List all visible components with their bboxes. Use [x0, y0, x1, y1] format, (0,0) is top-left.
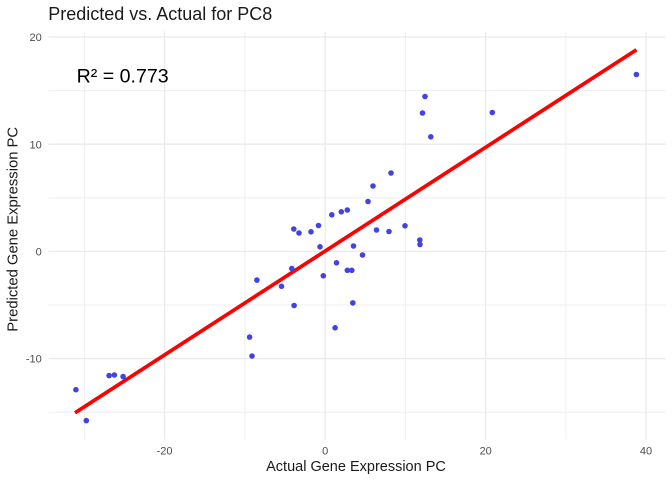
- svg-text:Predicted Gene Expression PC: Predicted Gene Expression PC: [6, 127, 22, 332]
- svg-text:R² = 0.773: R² = 0.773: [77, 66, 169, 88]
- svg-text:10: 10: [30, 140, 42, 152]
- svg-text:20: 20: [480, 445, 492, 457]
- svg-text:Actual Gene Expression PC: Actual Gene Expression PC: [266, 459, 446, 475]
- svg-text:0: 0: [36, 246, 42, 258]
- svg-text:0: 0: [322, 445, 328, 457]
- svg-text:-10: -10: [26, 354, 42, 366]
- svg-text:20: 20: [30, 32, 42, 44]
- svg-text:-20: -20: [157, 445, 173, 457]
- svg-text:40: 40: [640, 445, 652, 457]
- svg-text:Predicted vs. Actual for PC8: Predicted vs. Actual for PC8: [48, 4, 272, 24]
